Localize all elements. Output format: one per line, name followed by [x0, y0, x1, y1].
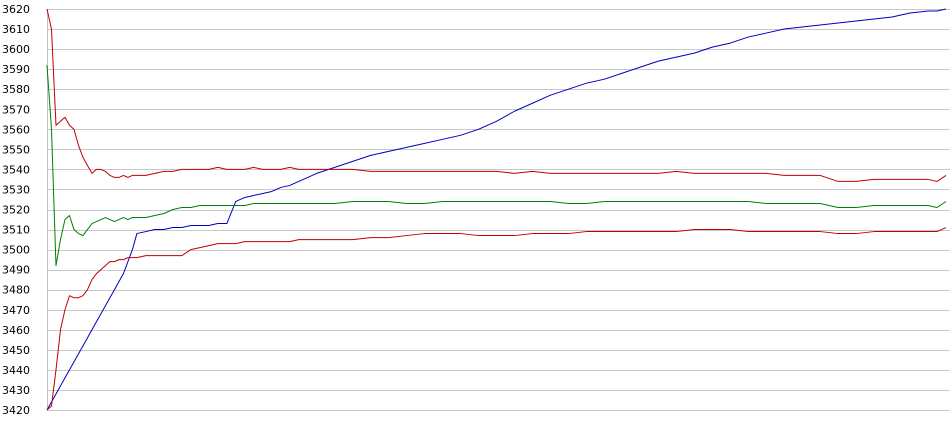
y-tick-label: 3540 — [2, 163, 30, 176]
y-tick-label: 3430 — [2, 384, 30, 397]
y-tick-label: 3420 — [2, 404, 30, 417]
y-tick-label: 3440 — [2, 364, 30, 377]
gridlines — [47, 9, 950, 411]
y-tick-label: 3470 — [2, 304, 30, 317]
y-tick-label: 3530 — [2, 183, 30, 196]
y-tick-label: 3620 — [2, 3, 30, 16]
y-tick-label: 3610 — [2, 23, 30, 36]
series-lines — [46, 8, 947, 411]
series-line-1 — [46, 8, 947, 411]
series-line-2 — [46, 8, 947, 182]
y-tick-label: 3520 — [2, 204, 30, 217]
y-tick-label: 3480 — [2, 284, 30, 297]
y-tick-label: 3510 — [2, 224, 30, 237]
series-line-4 — [46, 227, 947, 411]
series-line-3 — [46, 65, 947, 267]
y-tick-label: 3570 — [2, 103, 30, 116]
y-tick-label: 3560 — [2, 123, 30, 136]
y-tick-label: 3590 — [2, 63, 30, 76]
y-tick-label: 3500 — [2, 244, 30, 257]
y-tick-label: 3550 — [2, 143, 30, 156]
y-tick-label: 3600 — [2, 43, 30, 56]
y-tick-labels: 3620 3610 3600 3590 3580 3570 3560 3550 3540 3530… — [2, 3, 30, 417]
y-tick-label: 3580 — [2, 83, 30, 96]
y-tick-label: 3450 — [2, 344, 30, 357]
y-tick-label: 3490 — [2, 264, 30, 277]
y-tick-label: 3460 — [2, 324, 30, 337]
